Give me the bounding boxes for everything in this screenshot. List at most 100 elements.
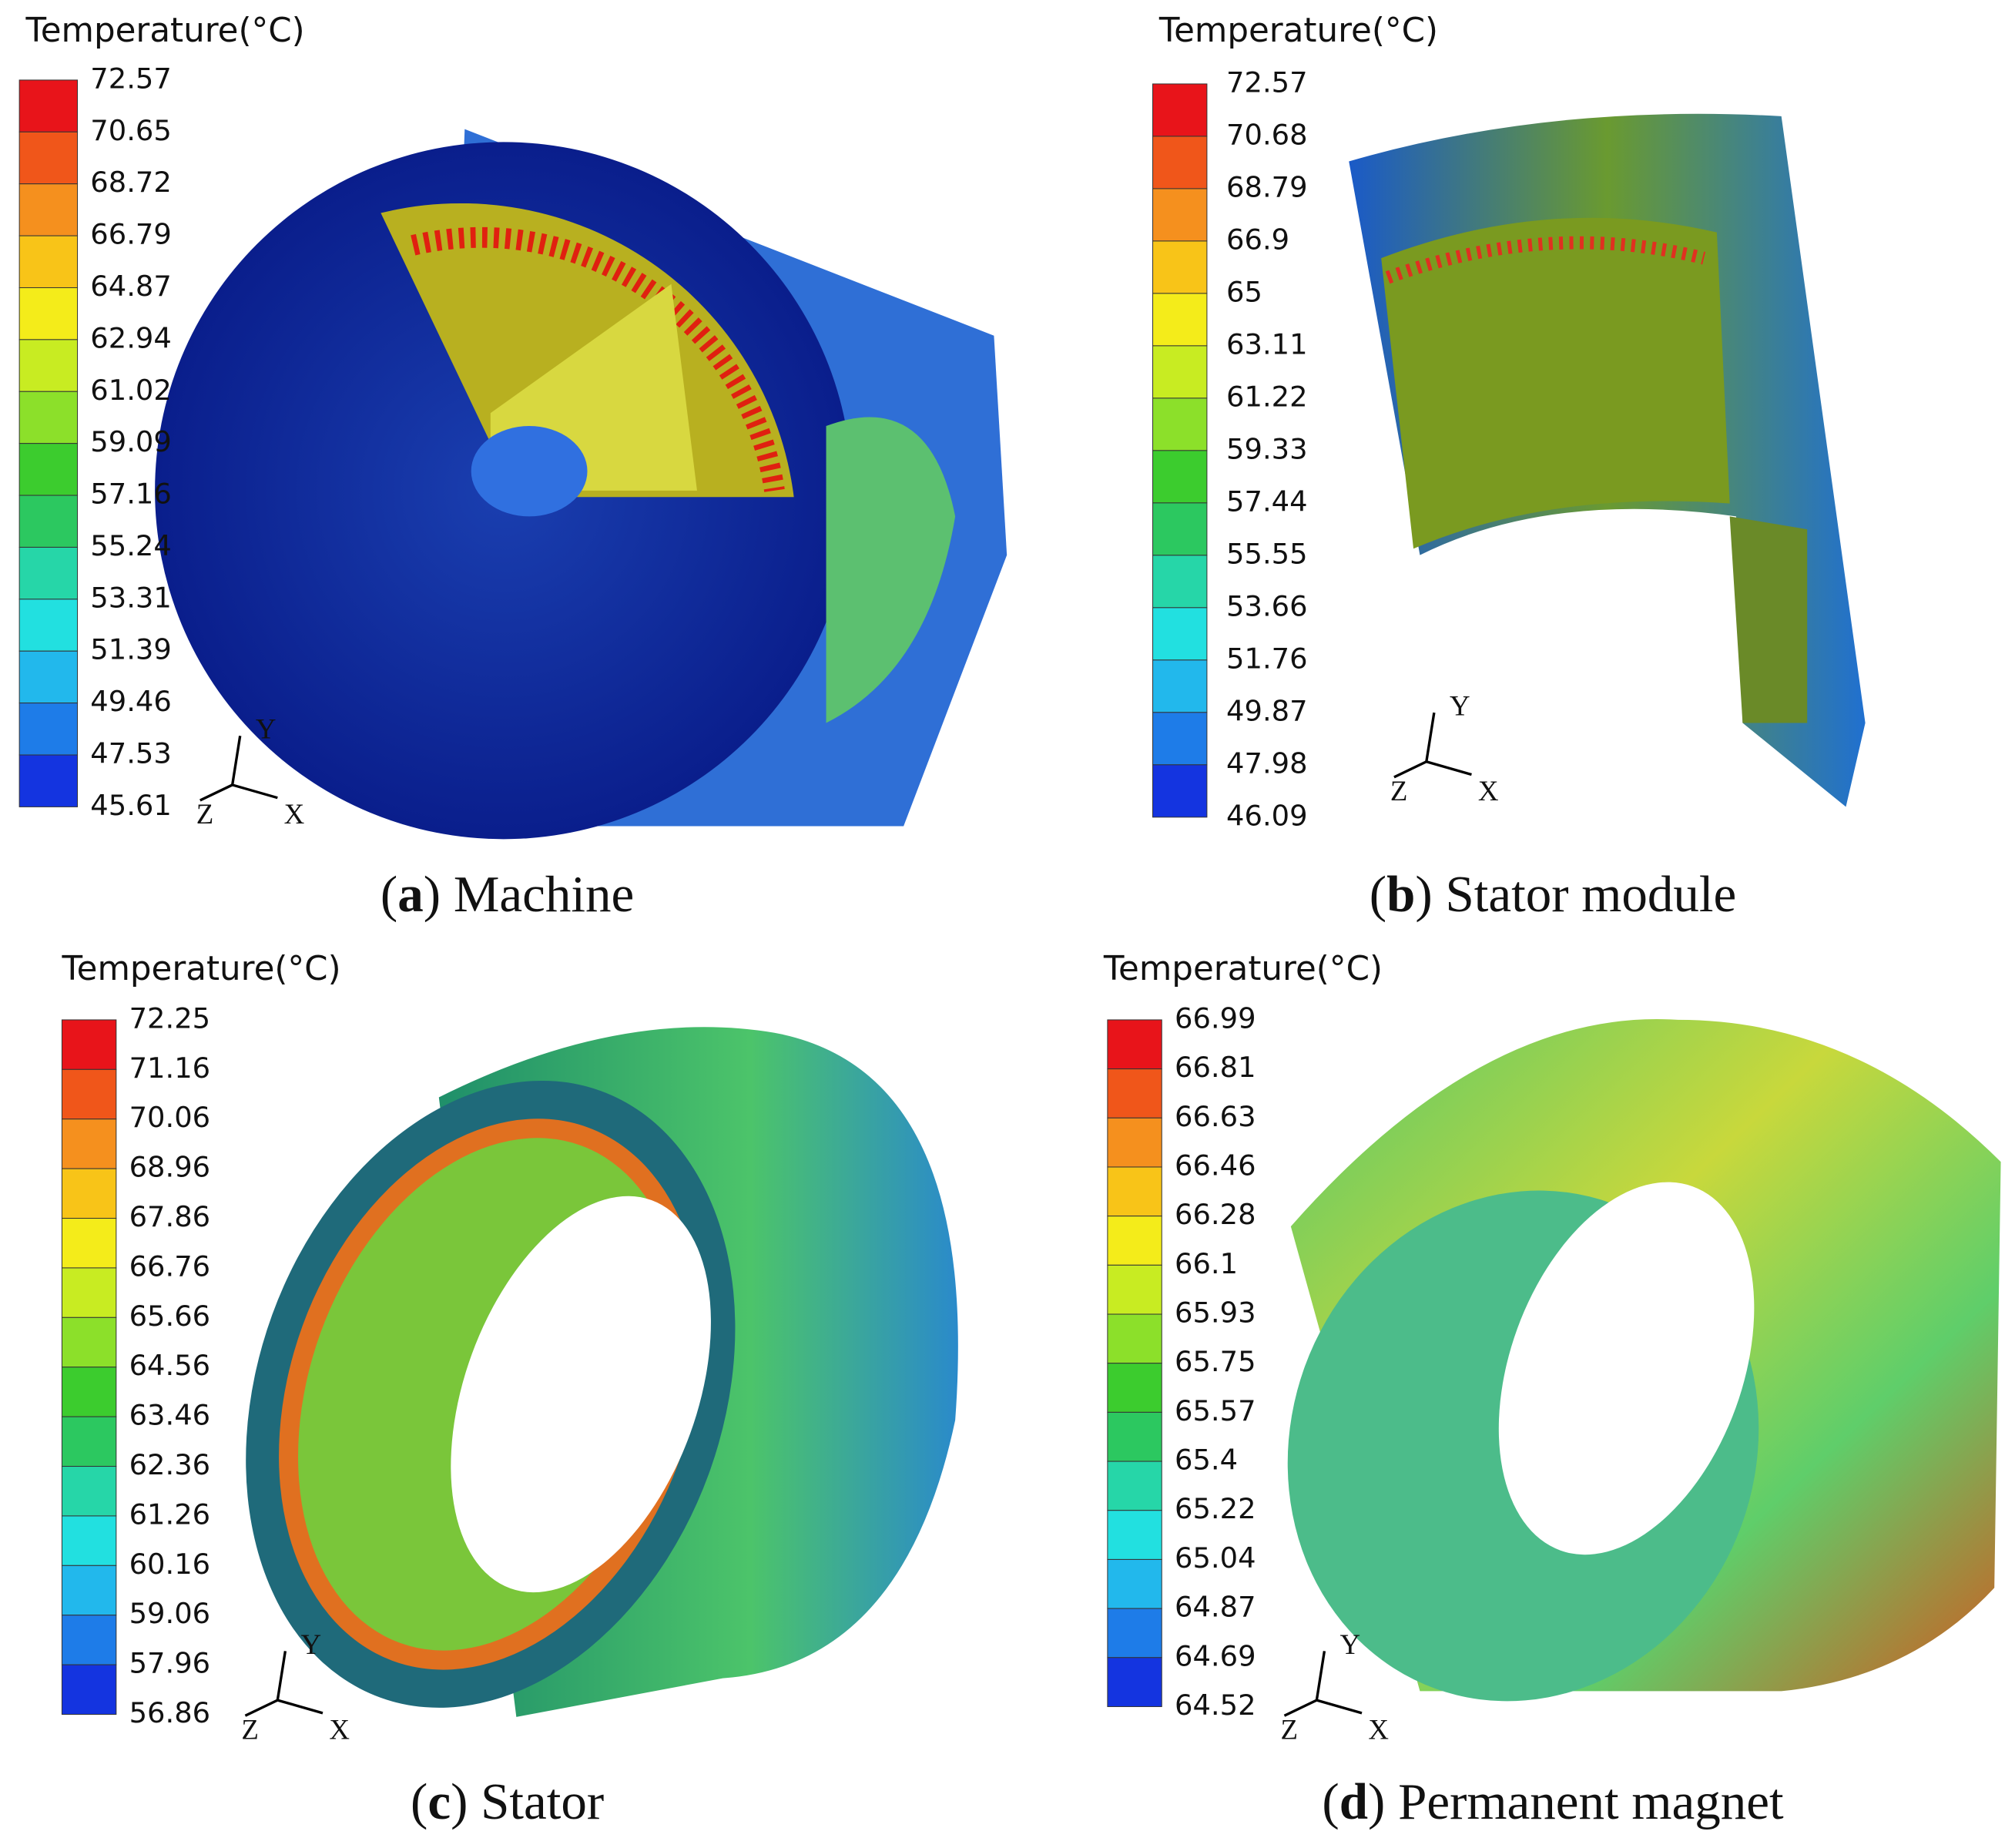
legend-band — [18, 546, 79, 600]
legend-band — [61, 1565, 117, 1616]
axis-arrow — [230, 735, 242, 786]
axis-arrow — [1425, 712, 1436, 763]
legend-band — [1107, 1657, 1162, 1707]
legend-label: 59.06 — [129, 1597, 211, 1630]
legend-label: 45.61 — [90, 789, 172, 822]
legend-band — [18, 183, 79, 236]
legend-label: 57.16 — [90, 478, 172, 511]
axis-label: X — [284, 798, 305, 830]
axis-triad: Y Z X — [1280, 1628, 1389, 1746]
legend-band — [18, 495, 79, 548]
axis-arrow — [1283, 1699, 1318, 1717]
legend-label: 70.06 — [129, 1101, 211, 1134]
caption: (d) Permanent magnet — [1322, 1774, 1784, 1831]
legend-label: 53.66 — [1226, 589, 1308, 622]
stator-module-model — [1349, 113, 1866, 807]
legend-label: 65.75 — [1175, 1345, 1256, 1378]
axis-label: Z — [1280, 1713, 1298, 1745]
legend-label: 60.16 — [129, 1548, 211, 1581]
legend-band — [18, 703, 79, 756]
legend-label: 65.4 — [1175, 1444, 1238, 1477]
legend-band — [1107, 1510, 1162, 1560]
axis-label: Z — [241, 1713, 259, 1745]
caption-part: c — [427, 1774, 451, 1831]
legend-label: 68.79 — [1226, 170, 1308, 203]
legend-band — [61, 1615, 117, 1665]
caption-part: ( — [411, 1774, 427, 1831]
legend-band — [61, 1218, 117, 1269]
axis-label: X — [1478, 775, 1499, 807]
legend-band — [18, 599, 79, 652]
legend-band — [1152, 188, 1208, 242]
legend-band — [1152, 83, 1208, 137]
caption-part: a — [397, 866, 424, 923]
axis-arrow — [232, 783, 278, 800]
legend-label: 47.53 — [90, 737, 172, 770]
legend-label: 64.56 — [129, 1349, 211, 1382]
legend-label: 68.96 — [129, 1151, 211, 1184]
legend-label: 66.81 — [1175, 1051, 1256, 1084]
caption-part: ) Stator — [451, 1774, 604, 1831]
legend-label: 62.94 — [90, 321, 172, 354]
legend-band — [1107, 1166, 1162, 1217]
legend-band — [1107, 1363, 1162, 1413]
legend-label: 49.46 — [90, 685, 172, 718]
legend-band — [61, 1466, 117, 1517]
legend-label: 65.22 — [1175, 1492, 1256, 1525]
legend-label: 64.52 — [1175, 1689, 1256, 1722]
legend-band — [1152, 293, 1208, 347]
legend-band — [1107, 1216, 1162, 1266]
legend-label: 72.57 — [90, 62, 172, 95]
legend-band — [1107, 1117, 1162, 1168]
legend-label: 65.93 — [1175, 1296, 1256, 1330]
legend-band — [1152, 345, 1208, 399]
legend-band — [18, 235, 79, 288]
legend-label: 66.79 — [90, 218, 172, 251]
legend-band — [1152, 764, 1208, 818]
axis-label: Z — [1390, 775, 1408, 807]
axis-label: Y — [256, 713, 277, 745]
legend-band — [61, 1316, 117, 1368]
legend-label: 71.16 — [129, 1051, 211, 1085]
caption-part: ) Stator module — [1415, 866, 1736, 923]
legend-band — [18, 754, 79, 807]
legend-label: 55.24 — [90, 529, 172, 562]
legend-label: 64.87 — [90, 270, 172, 303]
caption: (c) Stator — [411, 1774, 604, 1831]
panel: Temperature(°C) 72.57 70.65 68.72 66.79 64.87… — [18, 12, 634, 923]
legend-band — [1107, 1411, 1162, 1462]
legend-band — [1152, 712, 1208, 766]
legend-band — [18, 443, 79, 496]
panel: Temperature(°C) 66.99 66.81 66.63 66.46 66.28… — [1103, 950, 1784, 1830]
axis-label: X — [329, 1713, 350, 1745]
legend-label: 65.66 — [129, 1300, 211, 1333]
caption-part: ( — [1322, 1774, 1339, 1831]
legend-label: 66.1 — [1175, 1247, 1238, 1280]
legend-label: 55.55 — [1226, 537, 1308, 570]
legend-label: 66.9 — [1226, 223, 1289, 256]
legend-title: Temperature(°C) — [61, 950, 340, 988]
legend-label: 72.25 — [129, 1001, 211, 1035]
legend-label: 65.04 — [1175, 1541, 1256, 1575]
caption-part: d — [1339, 1774, 1368, 1831]
legend-band — [1152, 659, 1208, 713]
caption-part: ) Permanent magnet — [1368, 1774, 1784, 1831]
legend-label: 65 — [1226, 275, 1262, 308]
caption: (a) Machine — [381, 866, 634, 923]
legend-band — [1152, 397, 1208, 451]
legend-band — [61, 1019, 117, 1070]
panel: Temperature(°C) 72.25 71.16 70.06 68.96 67.86… — [61, 950, 604, 1830]
legend-band — [18, 131, 79, 185]
axis-arrow — [1316, 1699, 1363, 1715]
legend-band — [1152, 607, 1208, 661]
legend-band — [18, 650, 79, 704]
legend-band — [1152, 240, 1208, 294]
axis-label: Y — [1340, 1628, 1361, 1660]
legend-label: 70.68 — [1226, 118, 1308, 151]
legend-label: 49.87 — [1226, 694, 1308, 727]
legend-title: Temperature(°C) — [1158, 12, 1438, 50]
legend-band — [1152, 450, 1208, 504]
legend-title: Temperature(°C) — [25, 12, 305, 50]
legend-label: 51.76 — [1226, 642, 1308, 675]
legend-label: 61.26 — [129, 1498, 211, 1531]
